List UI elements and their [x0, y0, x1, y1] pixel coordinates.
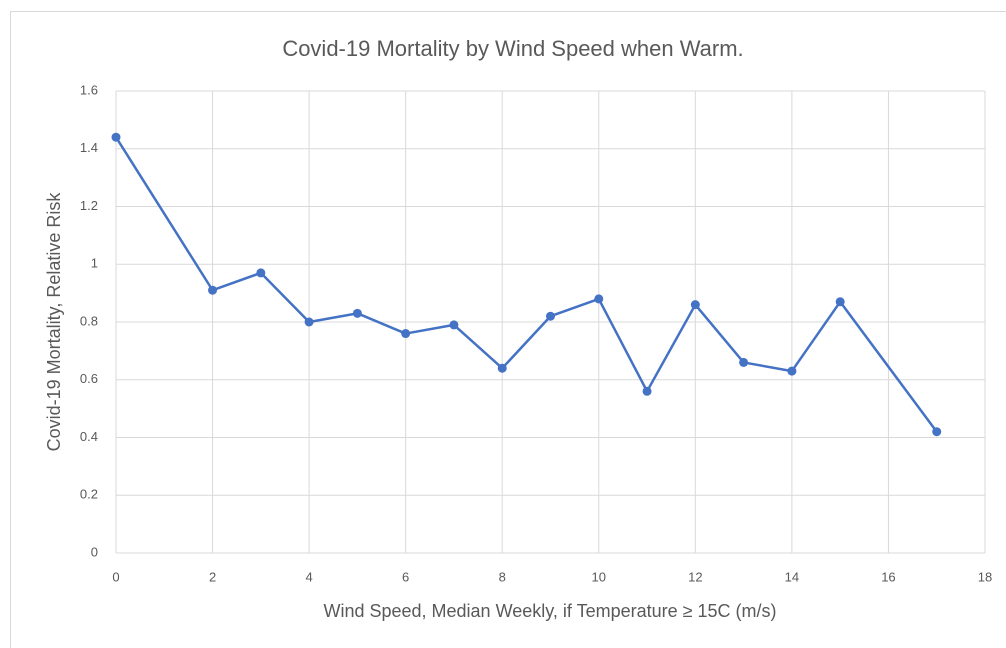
data-point — [256, 268, 266, 278]
data-point — [208, 285, 218, 295]
y-tick-label: 0.8 — [80, 313, 98, 328]
y-axis-label: Covid-19 Mortality, Relative Risk — [44, 192, 64, 452]
data-point — [690, 300, 700, 310]
data-point — [932, 427, 942, 437]
x-tick-label: 8 — [499, 569, 506, 584]
y-tick-label: 0 — [91, 544, 98, 559]
x-axis-label: Wind Speed, Median Weekly, if Temperatur… — [323, 601, 776, 621]
data-point — [835, 297, 845, 307]
x-tick-label: 0 — [112, 569, 119, 584]
data-point — [497, 363, 507, 373]
chart-title: Covid-19 Mortality by Wind Speed when Wa… — [282, 36, 743, 61]
data-line — [114, 136, 938, 433]
x-tick-label: 2 — [209, 569, 216, 584]
y-tick-label: 1.2 — [80, 198, 98, 213]
data-point — [546, 311, 555, 321]
y-tick-label: 0.6 — [80, 371, 98, 386]
data-point — [352, 308, 362, 318]
x-tick-label: 10 — [592, 569, 606, 584]
data-point — [787, 366, 797, 376]
y-tick-label: 1.6 — [80, 82, 98, 97]
y-tick-label: 1 — [91, 256, 98, 271]
x-tick-label: 12 — [688, 569, 702, 584]
data-point — [304, 317, 314, 327]
x-tick-label: 16 — [881, 569, 895, 584]
data-point — [594, 294, 604, 304]
data-point — [642, 386, 652, 396]
y-tick-label: 1.4 — [80, 140, 98, 155]
x-tick-label: 6 — [402, 569, 409, 584]
x-tick-label: 18 — [978, 569, 992, 584]
data-point — [401, 329, 411, 339]
y-tick-label: 0.2 — [80, 487, 98, 502]
data-point — [111, 132, 121, 142]
x-tick-label: 4 — [305, 569, 312, 584]
data-point — [449, 320, 459, 330]
x-tick-label: 14 — [785, 569, 799, 584]
y-tick-label: 0.4 — [80, 429, 98, 444]
data-point — [739, 357, 749, 367]
chart-frame — [10, 11, 1006, 648]
